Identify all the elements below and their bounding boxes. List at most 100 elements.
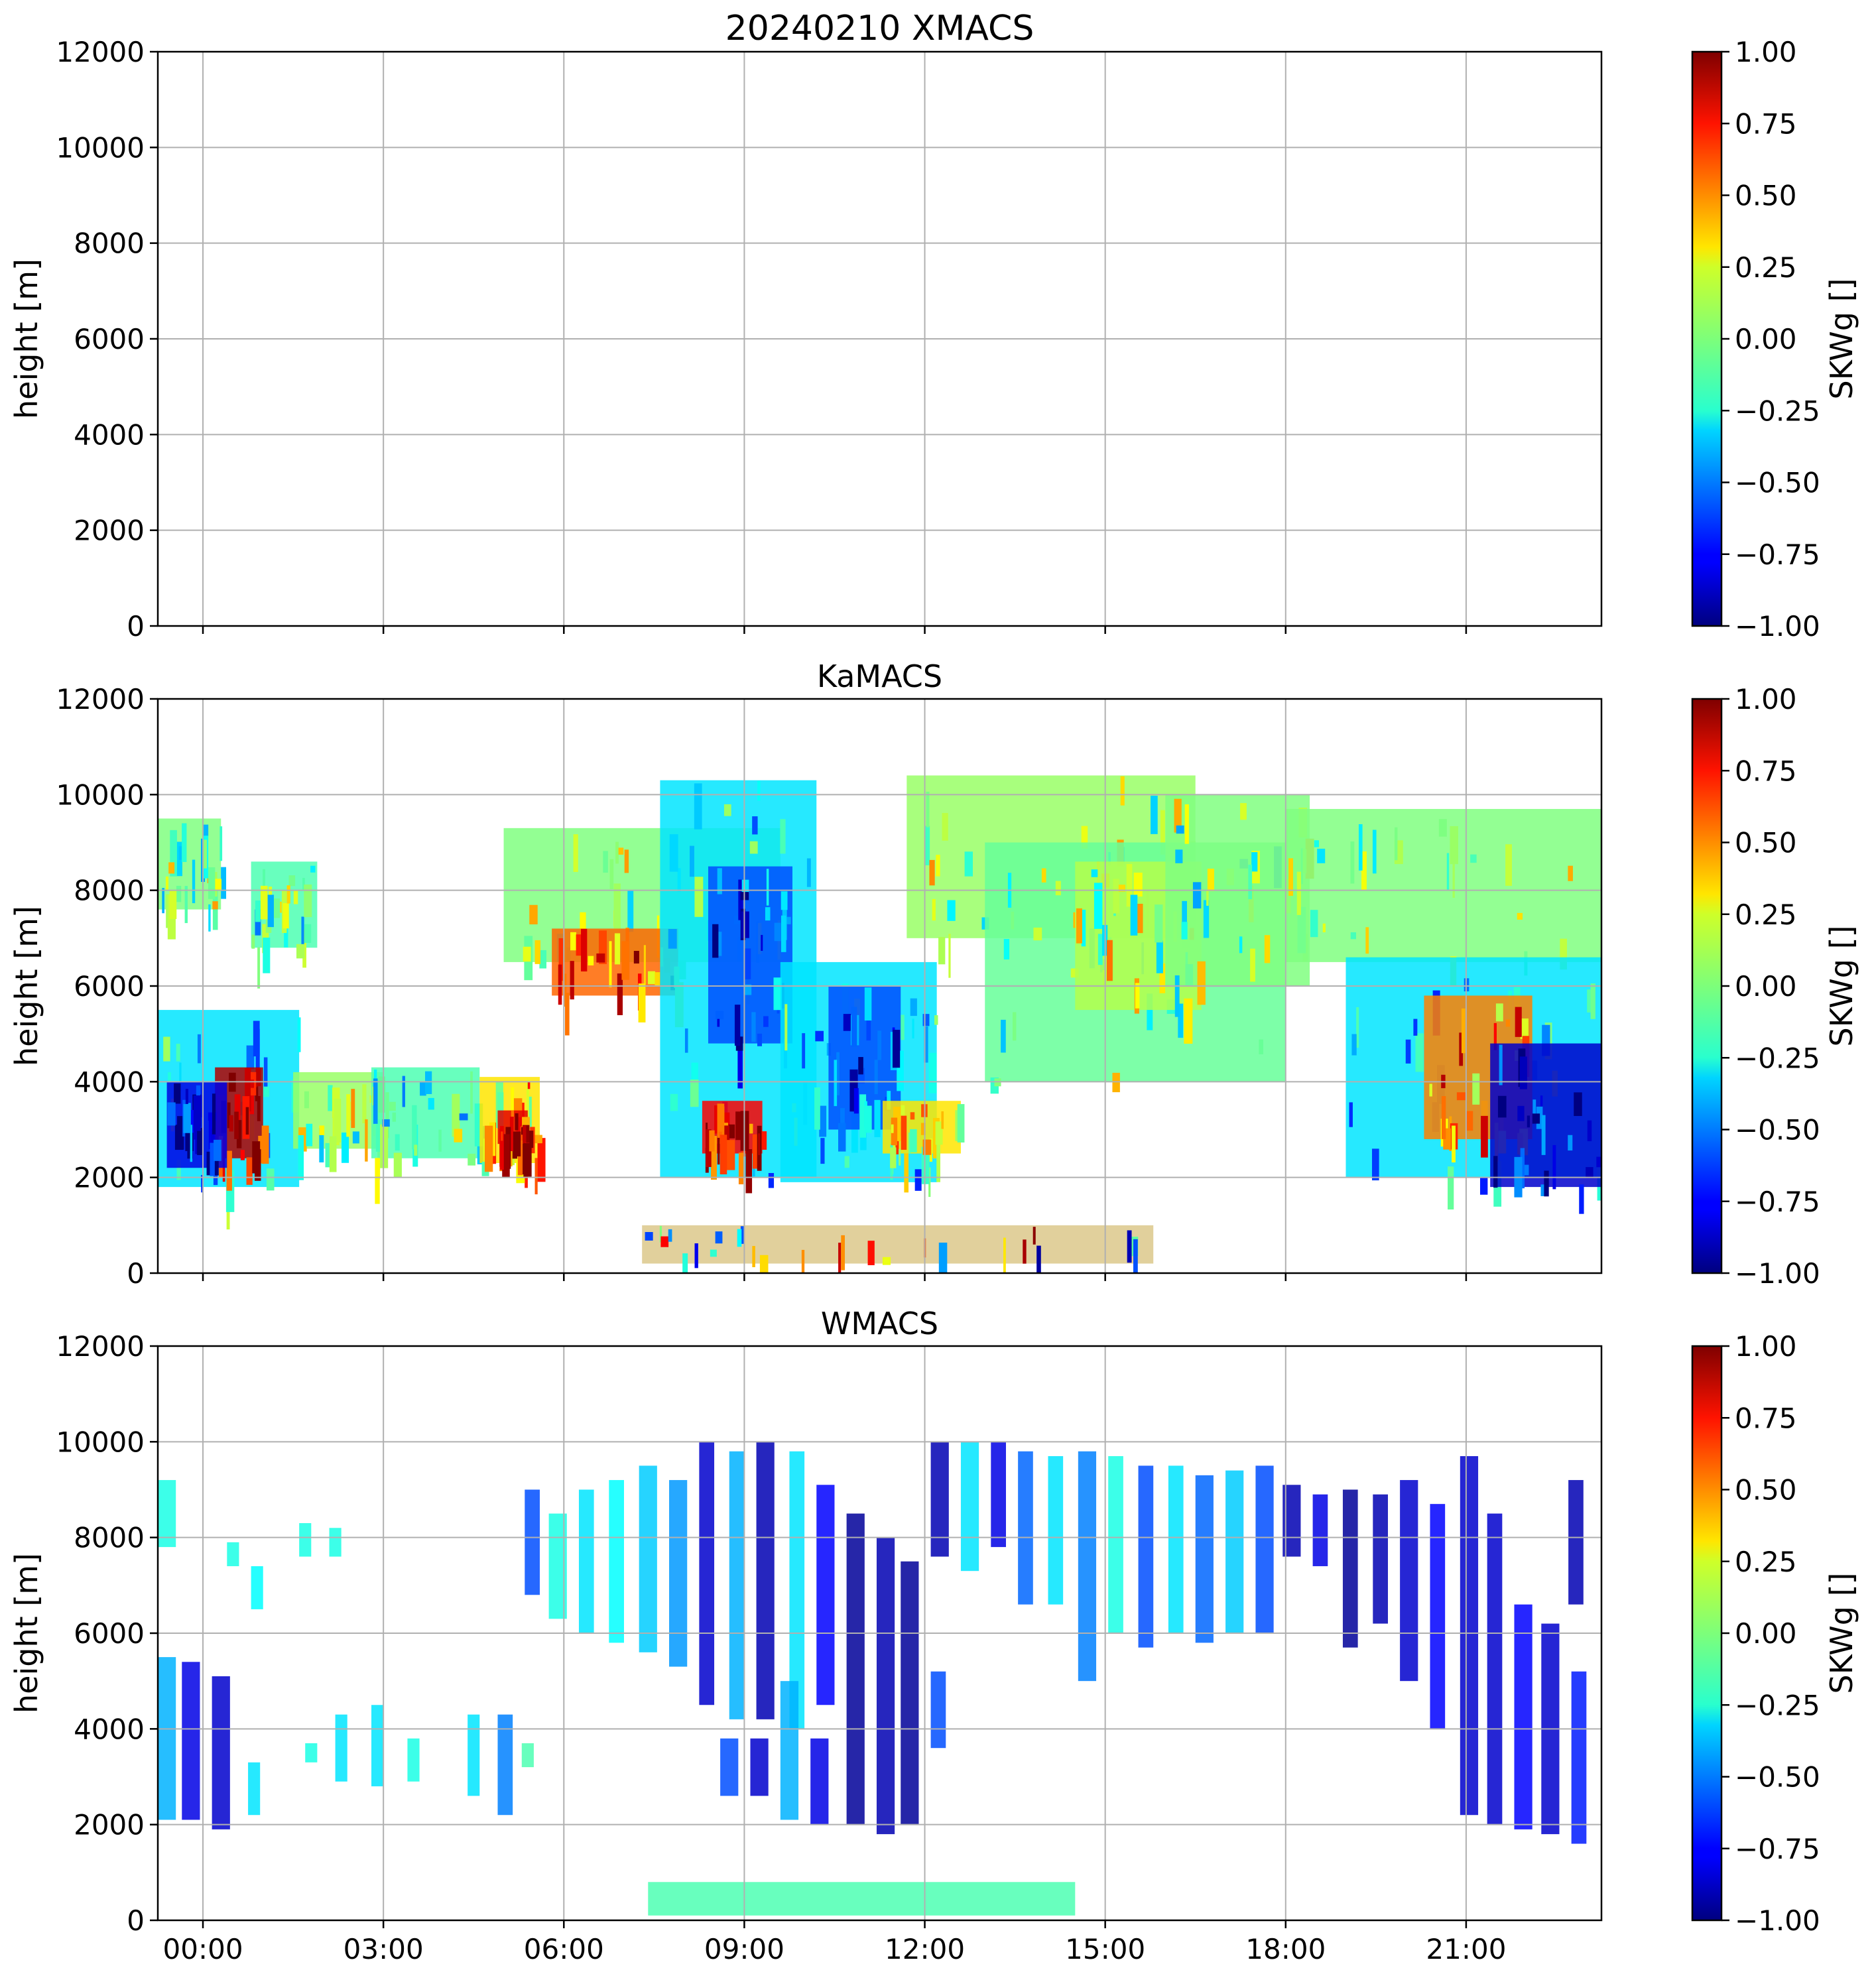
data-region xyxy=(1342,1489,1358,1648)
data-region xyxy=(720,1738,739,1796)
data-speckle xyxy=(709,1130,715,1152)
data-speckle xyxy=(201,1175,204,1193)
colorbar-tick-label: 0.75 xyxy=(1735,1402,1797,1434)
data-speckle xyxy=(319,1127,324,1163)
colorbar-tick-label: −0.50 xyxy=(1735,1761,1820,1794)
y-tick-label: 0 xyxy=(127,1904,145,1937)
data-speckle xyxy=(1001,1019,1006,1053)
y-tick-label: 4000 xyxy=(74,418,145,451)
data-speckle xyxy=(1372,830,1377,874)
data-speckle xyxy=(267,895,274,928)
data-speckle xyxy=(253,1020,260,1057)
data-speckle xyxy=(920,1123,926,1135)
data-speckle xyxy=(240,1150,245,1160)
colorbar-tick-label: −0.75 xyxy=(1735,1833,1820,1865)
data-speckle xyxy=(1175,849,1183,863)
data-speckle xyxy=(1174,975,1180,1017)
data-speckle xyxy=(621,941,630,980)
data-region xyxy=(756,1442,775,1719)
data-region xyxy=(1255,1465,1274,1633)
data-speckle xyxy=(468,1153,475,1166)
data-region xyxy=(1514,1604,1532,1829)
data-region xyxy=(1108,1455,1123,1633)
data-speckle xyxy=(926,791,930,828)
data-speckle xyxy=(202,824,209,836)
data-speckle xyxy=(836,1052,840,1095)
data-region xyxy=(750,1738,769,1796)
data-speckle xyxy=(1041,868,1046,883)
colorbar-tick-label: −1.00 xyxy=(1735,610,1820,643)
data-region xyxy=(1195,1475,1214,1643)
data-speckle xyxy=(362,1084,367,1124)
data-speckle xyxy=(1493,1022,1497,1050)
data-speckle xyxy=(1456,1092,1466,1101)
data-region xyxy=(329,1528,342,1557)
data-speckle xyxy=(1544,1170,1549,1197)
data-speckle xyxy=(1003,939,1010,959)
data-speckle xyxy=(346,1094,351,1137)
data-speckle xyxy=(934,1015,938,1025)
data-region xyxy=(669,1480,688,1667)
data-speckle xyxy=(1466,1111,1473,1131)
data-speckle xyxy=(1076,908,1082,944)
data-region xyxy=(699,1442,715,1705)
data-speckle xyxy=(874,1060,878,1095)
data-speckle xyxy=(901,1115,907,1150)
data-region xyxy=(1571,1671,1587,1844)
data-speckle xyxy=(1176,825,1184,834)
data-speckle xyxy=(1596,1156,1601,1168)
data-region xyxy=(1225,1470,1244,1633)
data-speckle xyxy=(820,1138,825,1164)
data-speckle xyxy=(668,928,677,949)
data-speckle xyxy=(1192,882,1202,909)
data-region xyxy=(648,1882,1076,1916)
data-speckle xyxy=(1033,927,1042,941)
y-tick-label: 2000 xyxy=(74,515,145,547)
y-tick-label: 12000 xyxy=(56,36,145,68)
data-speckle xyxy=(717,1019,720,1027)
data-speckle xyxy=(1155,904,1163,943)
data-speckle xyxy=(1429,1083,1432,1097)
data-speckle xyxy=(534,1135,542,1144)
data-speckle xyxy=(660,1236,669,1247)
colorbar-tick-label: 0.75 xyxy=(1735,107,1797,140)
data-region xyxy=(497,1714,513,1816)
data-speckle xyxy=(1181,922,1188,940)
data-region xyxy=(1400,1480,1418,1682)
data-speckle xyxy=(618,847,624,855)
data-speckle xyxy=(251,1080,255,1088)
data-speckle xyxy=(352,1131,359,1144)
data-speckle xyxy=(712,924,719,958)
data-speckle xyxy=(304,884,312,918)
colorbar-tick-label: 1.00 xyxy=(1735,683,1797,715)
data-speckle xyxy=(864,1105,872,1133)
data-speckle xyxy=(226,1150,232,1191)
data-speckle xyxy=(781,915,786,952)
data-region xyxy=(407,1738,420,1782)
data-speckle xyxy=(761,934,763,951)
data-speckle xyxy=(802,1033,806,1069)
data-speckle xyxy=(819,1105,827,1137)
data-speckle xyxy=(781,891,788,910)
panel-xmacs: 20240210 XMACS 0 2000 4000 6000 8000 10000 1200… xyxy=(9,9,1859,643)
data-speckle xyxy=(263,938,271,973)
data-speckle xyxy=(193,1095,201,1131)
data-region xyxy=(1430,1504,1446,1729)
data-speckle xyxy=(1151,795,1158,834)
data-speckle xyxy=(197,1127,202,1155)
data-speckle xyxy=(964,851,973,877)
data-speckle xyxy=(268,887,273,902)
data-speckle xyxy=(1495,1003,1503,1022)
data-speckle xyxy=(334,1098,342,1142)
data-speckle xyxy=(255,1078,259,1101)
data-speckle xyxy=(936,855,940,877)
data-speckle xyxy=(890,1147,897,1168)
data-speckle xyxy=(208,867,216,899)
data-speckle xyxy=(1351,1034,1357,1056)
data-speckle xyxy=(1259,1039,1263,1054)
data-speckle xyxy=(1405,1039,1411,1064)
data-speckle xyxy=(851,1007,857,1047)
data-speckle xyxy=(1288,858,1293,896)
data-speckle xyxy=(1350,841,1355,884)
data-speckle xyxy=(192,859,196,904)
